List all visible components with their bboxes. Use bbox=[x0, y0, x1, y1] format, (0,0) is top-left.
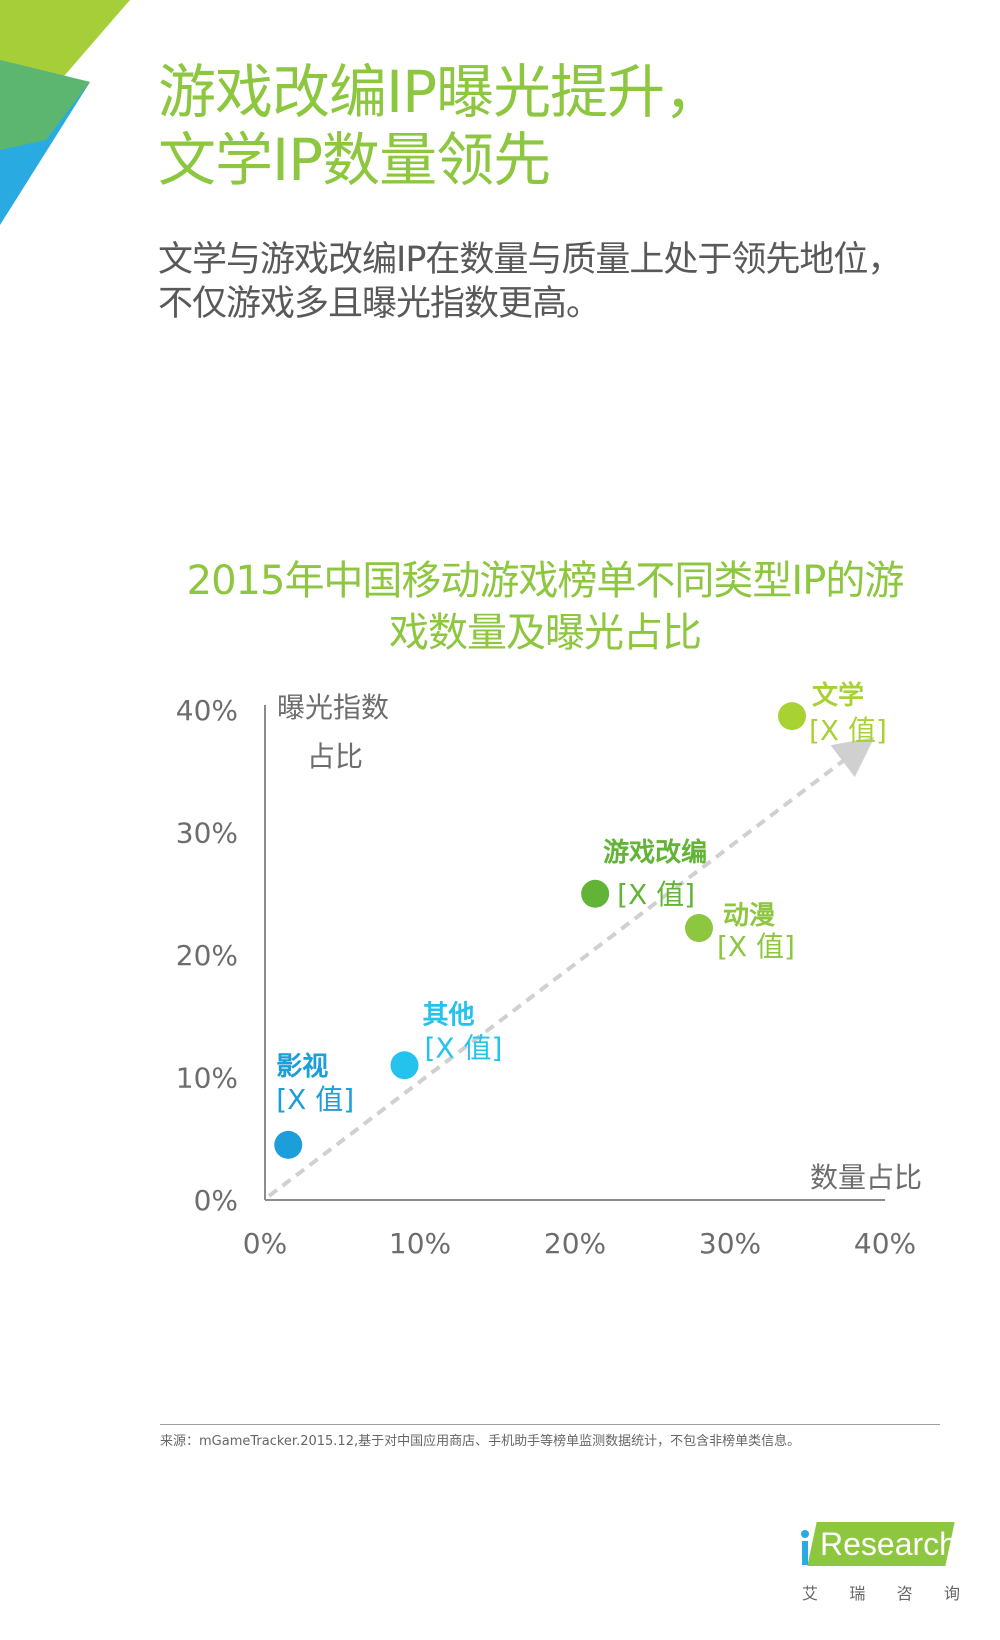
x-tick-label: 20% bbox=[544, 1227, 606, 1260]
scatter-point bbox=[778, 702, 806, 731]
logo-i-icon bbox=[800, 1530, 810, 1566]
point-name-label: 影视 bbox=[276, 1052, 328, 1082]
logo-char: 询 bbox=[943, 1584, 960, 1603]
iresearch-logo: Research 艾 瑞 咨 询 bbox=[800, 1522, 960, 1622]
point-value-label: [X 值] bbox=[717, 930, 795, 963]
scatter-point bbox=[274, 1130, 303, 1159]
logo-char: 咨 bbox=[896, 1584, 913, 1603]
scatter-point bbox=[390, 1051, 419, 1080]
logo-char: 艾 bbox=[802, 1584, 819, 1603]
scatter-point bbox=[685, 914, 713, 943]
x-tick-label: 0% bbox=[243, 1227, 287, 1260]
page-subtitle: 文学与游戏改编IP在数量与质量上处于领先地位， 不仅游戏多且曝光指数更高。 bbox=[158, 238, 958, 326]
page-subtitle-line: 不仅游戏多且曝光指数更高。 bbox=[158, 284, 601, 324]
x-tick-label: 40% bbox=[854, 1227, 916, 1260]
x-tick-label: 10% bbox=[389, 1227, 451, 1260]
chart-title-line: 2015年中国移动游戏榜单不同类型IP的游 bbox=[186, 558, 905, 604]
scatter-point bbox=[581, 879, 610, 908]
point-value-label: [X 值] bbox=[276, 1083, 354, 1116]
y-tick-label: 20% bbox=[176, 939, 238, 972]
x-axis-title: 数量占比 bbox=[810, 1161, 922, 1194]
point-name-label: 文学 bbox=[812, 680, 864, 711]
y-tick-label: 40% bbox=[176, 694, 238, 727]
page-subtitle-line: 文学与游戏改编IP在数量与质量上处于领先地位， bbox=[158, 240, 902, 280]
chart-title-line: 戏数量及曝光占比 bbox=[389, 610, 702, 656]
y-tick-label: 0% bbox=[194, 1184, 238, 1217]
page-title-line: 文学IP数量领先 bbox=[158, 126, 551, 194]
point-name-label: 其他 bbox=[423, 1000, 475, 1030]
source-divider bbox=[160, 1424, 940, 1425]
point-value-label: [X 值] bbox=[425, 1031, 503, 1064]
logo-char: 瑞 bbox=[849, 1584, 866, 1603]
source-note: 来源：mGameTracker.2015.12,基于对中国应用商店、手机助手等榜… bbox=[160, 1434, 801, 1449]
chart-title: 2015年中国移动游戏榜单不同类型IP的游 戏数量及曝光占比 bbox=[150, 555, 940, 659]
logo-chinese-name: 艾 瑞 咨 询 bbox=[802, 1580, 960, 1604]
page-title-line: 游戏改编IP曝光提升， bbox=[158, 58, 722, 126]
trend-arrow bbox=[267, 737, 875, 1198]
y-axis-title: 占比 bbox=[307, 740, 363, 773]
logo-word: Research bbox=[820, 1526, 957, 1562]
point-name-label: 游戏改编 bbox=[603, 837, 707, 868]
point-value-label: [X 值] bbox=[617, 878, 695, 911]
point-value-label: [X 值] bbox=[809, 714, 887, 747]
corner-overlap-shape bbox=[0, 60, 90, 150]
x-tick-label: 30% bbox=[699, 1227, 761, 1260]
y-tick-label: 30% bbox=[176, 817, 238, 850]
point-name-label: 动漫 bbox=[723, 901, 775, 931]
y-tick-label: 10% bbox=[176, 1062, 238, 1095]
page-title: 游戏改编IP曝光提升， 文学IP数量领先 bbox=[158, 58, 722, 194]
y-axis-title: 曝光指数 bbox=[277, 691, 389, 724]
corner-decoration bbox=[0, 0, 130, 225]
